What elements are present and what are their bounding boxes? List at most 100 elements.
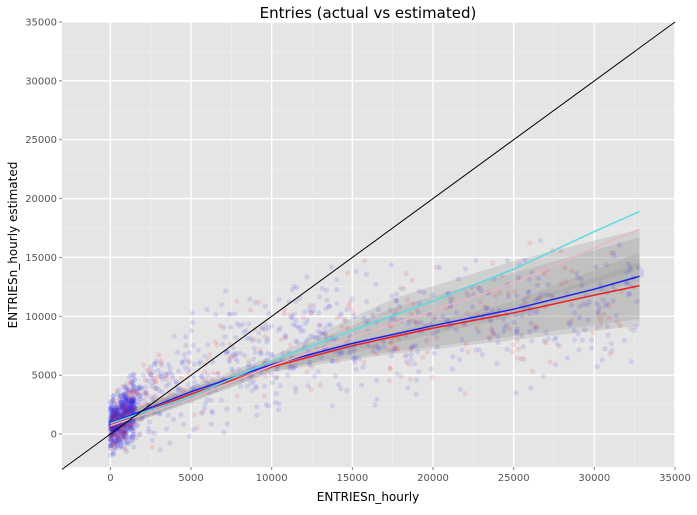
scatter-point [256, 330, 262, 336]
scatter-point [119, 403, 126, 409]
scatter-point [269, 352, 276, 358]
scatter-point [111, 412, 117, 418]
scatter-point [628, 358, 635, 365]
scatter-point [112, 446, 118, 452]
scatter-point [290, 365, 296, 371]
scatter-point [234, 358, 240, 364]
scatter-point [131, 388, 137, 394]
scatter-point [108, 417, 115, 423]
scatter-point [344, 387, 350, 394]
scatter-point [118, 400, 124, 406]
scatter-point [132, 406, 138, 412]
scatter-point [224, 421, 230, 427]
scatter-point [266, 311, 272, 317]
scatter-point [114, 432, 120, 438]
scatter-point [346, 302, 352, 308]
scatter-point [190, 374, 196, 380]
scatter-point [557, 343, 563, 349]
scatter-point [121, 407, 127, 413]
scatter-point [214, 342, 220, 348]
scatter-point [123, 448, 129, 454]
scatter-point [181, 421, 187, 427]
scatter-point [118, 393, 124, 399]
scatter-point [268, 351, 274, 358]
scatter-point [475, 285, 481, 291]
scatter-point [210, 370, 216, 376]
scatter-point [111, 409, 117, 415]
scatter-point [413, 391, 419, 397]
scatter-point [125, 426, 131, 432]
scatter-point [137, 417, 143, 423]
scatter-point [386, 347, 392, 353]
scatter-point [182, 356, 188, 363]
scatter-point [131, 388, 137, 394]
scatter-point [575, 274, 581, 280]
scatter-point [365, 342, 371, 349]
scatter-point [292, 363, 298, 369]
scatter-point [116, 413, 122, 419]
scatter-point [273, 390, 279, 397]
scatter-point [262, 327, 268, 333]
scatter-point [128, 402, 134, 408]
scatter-point [158, 370, 164, 377]
scatter-point [125, 440, 131, 446]
scatter-point [117, 411, 124, 417]
scatter-point [269, 323, 275, 329]
scatter-point [356, 356, 362, 362]
scatter-point [410, 318, 416, 324]
scatter-point [112, 444, 118, 450]
scatter-point [484, 305, 490, 311]
scatter-point [128, 406, 134, 412]
scatter-point [479, 352, 485, 358]
scatter-point [412, 361, 418, 367]
scatter-point [370, 313, 376, 319]
scatter-point [251, 356, 257, 362]
scatter-point [278, 336, 284, 342]
scatter-point [183, 334, 189, 340]
scatter-point [605, 332, 611, 338]
scatter-point [109, 409, 115, 415]
scatter-point [205, 342, 211, 348]
scatter-point [128, 379, 134, 385]
scatter-point [150, 375, 156, 381]
scatter-point [107, 427, 113, 433]
scatter-point [393, 308, 399, 314]
scatter-point [400, 286, 406, 292]
scatter-point [121, 427, 127, 433]
scatter-point [113, 406, 119, 413]
scatter-point [304, 274, 310, 280]
scatter-point [252, 350, 258, 356]
scatter-point [309, 364, 315, 370]
scatter-point [217, 323, 223, 329]
scatter-point [143, 389, 149, 395]
scatter-point [114, 432, 120, 438]
scatter-point [387, 307, 393, 313]
scatter-point [118, 404, 124, 410]
scatter-point [162, 372, 168, 378]
scatter-point [274, 374, 280, 380]
scatter-point [110, 432, 116, 439]
scatter-point [152, 360, 158, 366]
scatter-point [113, 411, 119, 418]
scatter-point [627, 267, 633, 274]
scatter-point [388, 339, 394, 345]
scatter-point [118, 403, 124, 409]
scatter-point [547, 359, 553, 365]
scatter-point [123, 394, 129, 400]
scatter-point [115, 408, 121, 414]
scatter-point [262, 303, 268, 309]
scatter-point [504, 258, 510, 264]
scatter-point [330, 358, 336, 364]
scatter-point [125, 423, 131, 429]
scatter-point [264, 339, 270, 345]
scatter-point [316, 335, 322, 341]
scatter-point [256, 338, 262, 344]
scatter-point [110, 393, 116, 399]
scatter-point [291, 365, 297, 371]
scatter-point [625, 261, 631, 267]
scatter-point [130, 425, 136, 432]
scatter-point [147, 419, 153, 425]
scatter-point [129, 381, 135, 387]
scatter-point [280, 350, 286, 356]
scatter-point [129, 406, 135, 412]
